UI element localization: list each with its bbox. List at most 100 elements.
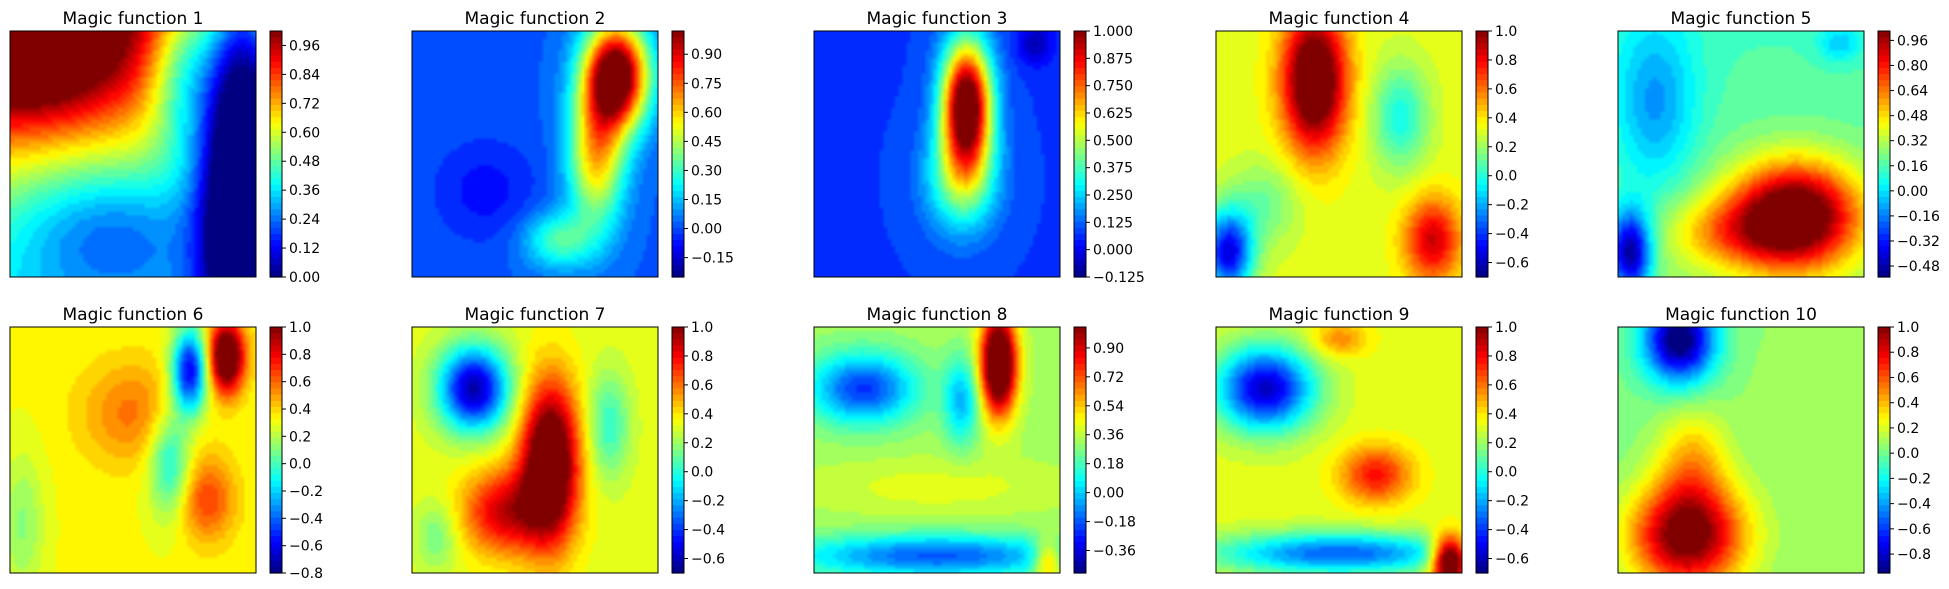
- heatmap-image: [10, 327, 256, 573]
- colorbar-segment: [1878, 406, 1890, 414]
- plot-frame: [411, 30, 659, 278]
- colorbar-segment: [1476, 554, 1488, 562]
- colorbar-segment: [1074, 560, 1086, 568]
- colorbar-segment: [270, 450, 282, 457]
- subplot-7: Magic function 7 −0.6 −0.4 −0.2 0.0 0.2 0.4 0.6…: [411, 305, 725, 574]
- colorbar-segment: [1074, 327, 1086, 334]
- colorbar-segment: [672, 197, 684, 204]
- colorbar-segment: [1074, 388, 1086, 396]
- colorbar-segment: [1074, 511, 1086, 519]
- colorbar-segment: [270, 172, 282, 180]
- colorbar-segment: [270, 394, 282, 402]
- colorbar-segment: [672, 443, 684, 451]
- subplot-4: Magic function 4 −0.6 −0.4 −0.2 0.0 0.2 0.4 0.6…: [1215, 9, 1529, 278]
- colorbar-tick-label: 0.36: [1093, 428, 1124, 444]
- colorbar-segment: [1878, 160, 1890, 167]
- colorbar-segment: [1074, 154, 1086, 161]
- colorbar-segment: [1878, 104, 1890, 112]
- colorbar-segment: [1878, 443, 1890, 451]
- colorbar-tick-label: 0.00: [1093, 486, 1124, 502]
- colorbar-tick-label: 0.625: [1093, 106, 1133, 122]
- colorbar-segment: [1476, 363, 1488, 371]
- colorbar-segment: [672, 227, 684, 235]
- colorbar-segment: [270, 437, 282, 445]
- colorbar-tick-label: 0.90: [691, 47, 722, 63]
- colorbar-segment: [270, 135, 282, 143]
- colorbar-segment: [672, 566, 684, 574]
- colorbar-segment: [672, 147, 684, 155]
- colorbar-tick-label: −0.36: [1093, 543, 1136, 559]
- colorbar-segment: [270, 264, 282, 272]
- colorbar-segment: [1476, 98, 1488, 106]
- subplot-title: Magic function 2: [464, 9, 605, 29]
- colorbar-segment: [1878, 61, 1890, 69]
- subplot-title: Magic function 10: [1665, 305, 1817, 325]
- colorbar-segment: [672, 370, 684, 377]
- colorbar-segment: [1476, 67, 1488, 75]
- colorbar-segment: [270, 160, 282, 167]
- colorbar-segment: [1476, 129, 1488, 137]
- colorbar-segment: [672, 172, 684, 180]
- colorbar-segment: [1074, 67, 1086, 75]
- colorbar-segment: [672, 431, 684, 439]
- colorbar-segment: [672, 92, 684, 100]
- colorbar-segment: [672, 542, 684, 549]
- colorbar-segment: [1074, 147, 1086, 155]
- colorbar-segment: [1074, 542, 1086, 549]
- colorbar-segment: [1476, 147, 1488, 155]
- colorbar-segment: [672, 67, 684, 75]
- colorbar-segment: [1476, 86, 1488, 94]
- heatmap-image: [10, 31, 256, 277]
- colorbar-segment: [270, 221, 282, 229]
- colorbar-segment: [1878, 129, 1890, 137]
- colorbar-frame: [671, 326, 685, 574]
- colorbar-segment: [1476, 221, 1488, 229]
- colorbar-segment: [672, 536, 684, 543]
- colorbar-segment: [1074, 61, 1086, 69]
- colorbar: −0.48 −0.32 −0.16 0.00 0.16 0.32 0.48 0.64 0.80 0…: [1877, 30, 1940, 278]
- colorbar-tick-label: −0.4: [1897, 497, 1931, 513]
- colorbar-segment: [270, 370, 282, 377]
- colorbar-segment: [1878, 190, 1890, 198]
- colorbar-segment: [1074, 462, 1086, 470]
- subplot-5: Magic function 5 −0.48 −0.32 −0.16 0.00 0.16 0…: [1617, 9, 1940, 278]
- colorbar-segment: [1878, 110, 1890, 118]
- colorbar-segment: [1878, 80, 1890, 87]
- colorbar-segment: [1878, 517, 1890, 525]
- colorbar-segment: [672, 166, 684, 174]
- colorbar-segment: [270, 388, 282, 396]
- colorbar-segment: [672, 55, 684, 63]
- colorbar-segment: [672, 394, 684, 402]
- subplot-title: Magic function 1: [62, 9, 203, 29]
- heatmap-image: [814, 31, 1060, 277]
- colorbar-segment: [1878, 388, 1890, 396]
- colorbar-segment: [270, 425, 282, 433]
- colorbar-segment: [1878, 493, 1890, 500]
- colorbar-segment: [1878, 252, 1890, 260]
- colorbar-frame: [1475, 326, 1489, 574]
- colorbar-segment: [270, 233, 282, 241]
- colorbar-segment: [1878, 351, 1890, 359]
- colorbar-segment: [1878, 370, 1890, 377]
- colorbar-segment: [1476, 264, 1488, 272]
- colorbar-segment: [1074, 166, 1086, 174]
- colorbar-segment: [270, 474, 282, 482]
- colorbar-segment: [672, 339, 684, 347]
- colorbar-segment: [1878, 209, 1890, 217]
- colorbar-segment: [270, 209, 282, 217]
- colorbar-segment: [1878, 357, 1890, 365]
- colorbar-segment: [1878, 394, 1890, 402]
- colorbar-segment: [1878, 529, 1890, 537]
- colorbar-tick-label: −0.4: [1495, 523, 1529, 539]
- colorbar-segment: [270, 74, 282, 81]
- colorbar-tick-label: 0.18: [1093, 457, 1124, 473]
- colorbar-tick-label: 1.0: [1495, 24, 1517, 40]
- colorbar-segment: [1878, 400, 1890, 408]
- colorbar-segment: [1074, 184, 1086, 192]
- colorbar-tick-label: 0.0: [1495, 465, 1517, 481]
- colorbar-segment: [1074, 363, 1086, 371]
- colorbar-tick-label: 1.0: [1495, 320, 1517, 336]
- heatmap-image: [1216, 327, 1462, 573]
- colorbar-segment: [1878, 413, 1890, 420]
